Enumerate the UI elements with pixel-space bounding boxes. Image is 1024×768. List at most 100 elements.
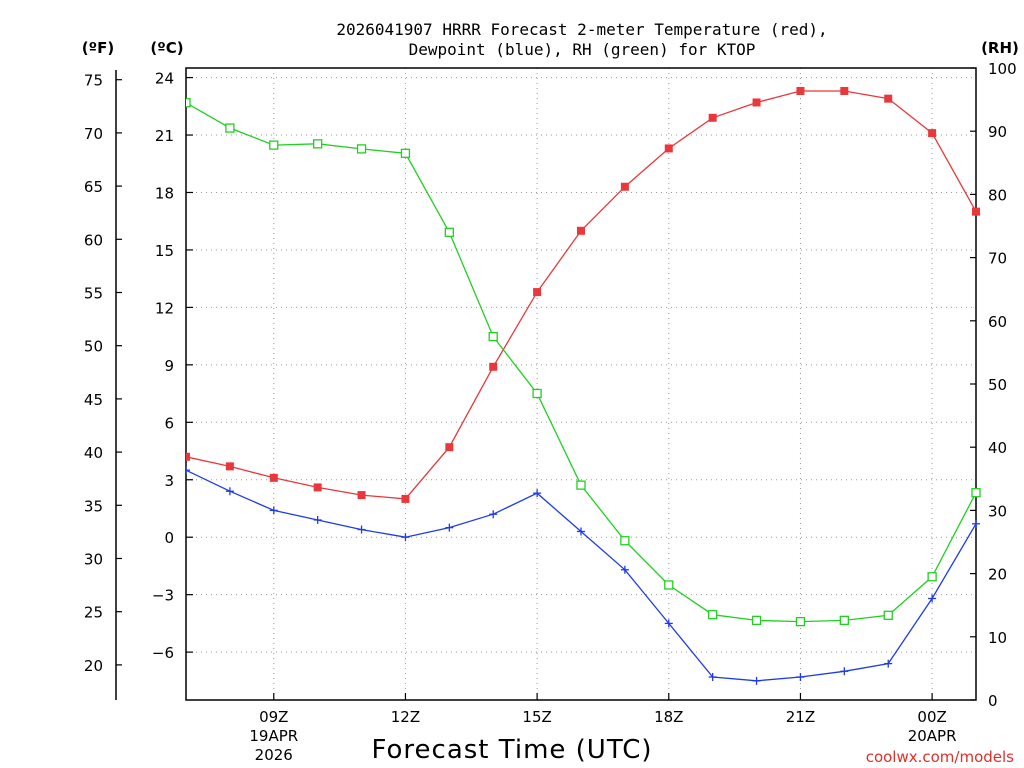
rh-point [620,536,630,546]
date-tick-label: 20APR [908,727,957,745]
fahrenheit-tick-label: 70 [84,125,103,143]
gridlines [186,68,976,700]
rh-point [883,610,893,620]
rh-point [927,572,937,582]
dewpoint-point [401,533,410,542]
rh-point [708,610,718,620]
data-series [186,86,981,685]
dewpoint-point [186,466,190,475]
fahrenheit-tick-label: 50 [84,338,103,356]
temperature-line [186,90,977,500]
rh-tick-label: 70 [988,250,1007,268]
fahrenheit-tick-label: 60 [84,231,103,249]
celsius-tick-label: 12 [155,299,174,317]
celsius-tick-label: 15 [155,242,174,260]
temperature-point [928,129,937,138]
temperature-point [445,443,454,452]
temperature-point [489,362,498,371]
fahrenheit-tick-label: 25 [84,604,103,622]
chart-title-line-1: 2026041907 HRRR Forecast 2-meter Tempera… [336,20,827,39]
celsius-tick-label: 24 [155,70,174,88]
rh-point [532,388,542,399]
celsius-tick-label: 6 [164,414,174,432]
rh-point [971,488,981,498]
rh-tick-label: 20 [988,566,1007,584]
temperature-point [620,182,629,191]
plot-frame [185,67,977,701]
fahrenheit-tick-label: 65 [84,178,103,196]
celsius-tick-label: 18 [155,184,174,202]
fahrenheit-tick-label: 45 [84,391,103,409]
fahrenheit-tick-label: 40 [84,444,103,462]
series-dewpoint [186,466,980,685]
temperature-point [186,452,190,461]
dewpoint-point [577,527,585,536]
temperature-point [313,483,322,492]
dewpoint-point [884,659,893,668]
fahrenheit-tick-label: 30 [84,550,103,568]
fahrenheit-tick-label: 55 [84,284,103,302]
credit-link[interactable]: coolwx.com/models [866,748,1014,766]
rh-tick-label: 50 [988,376,1007,394]
rh-point [488,331,498,342]
fahrenheit-tick-label: 35 [84,497,103,515]
date-tick-label: 19APR [249,727,298,745]
series-rh [186,98,981,627]
temperature-point [401,494,410,503]
temperature-point [664,144,673,153]
rh-tick-label: 30 [988,502,1007,520]
temperature-point [972,207,980,216]
time-tick-label: 21Z [786,708,815,726]
temperature-point [796,86,805,95]
celsius-tick-label: 3 [164,472,174,490]
temperature-point [533,288,542,297]
time-tick-label: 18Z [654,708,683,726]
rh-tick-label: 0 [988,692,998,710]
dewpoint-point [489,510,498,519]
temperature-point [752,98,761,107]
dewpoint-point [752,676,761,685]
temperature-point [357,491,366,500]
rh-tick-label: 90 [988,123,1007,141]
dewpoint-point [620,565,629,574]
time-tick-label: 09Z [259,708,288,726]
temperature-point [577,226,585,235]
dewpoint-point [313,515,322,524]
temperature-point [708,113,717,122]
time-tick-label: 12Z [391,708,420,726]
rh-point [751,615,762,626]
year-tick-label: 2026 [255,746,293,764]
axis-ticks: 24211815129630−3−67570656055504540353025… [84,60,1017,764]
dewpoint-point [664,619,673,628]
rh-point [186,98,191,108]
dewpoint-point [840,667,849,676]
dewpoint-point [796,673,805,682]
dewpoint-point [269,506,278,515]
rh-point [313,139,323,149]
temperature-point [269,473,278,482]
dewpoint-line [186,469,977,682]
rh-point [356,144,367,154]
x-axis-label: Forecast Time (UTC) [371,735,652,765]
rh-tick-label: 80 [988,186,1007,204]
rh-tick-label: 100 [988,60,1017,78]
rh-unit-label: (RH) [981,39,1019,57]
rh-point [400,148,411,158]
rh-tick-label: 60 [988,313,1007,331]
dewpoint-point [357,525,366,534]
rh-point [664,580,674,590]
time-tick-label: 00Z [917,708,946,726]
rh-line [186,102,977,623]
celsius-tick-label: −6 [152,644,174,662]
celsius-tick-label: 9 [164,357,174,375]
rh-point [839,615,849,626]
rh-point [269,140,279,150]
rh-tick-label: 40 [988,439,1007,457]
series-temperature [186,86,980,503]
dewpoint-point [445,523,454,532]
dewpoint-point [533,489,542,498]
fahrenheit-tick-label: 75 [84,72,103,90]
celsius-tick-label: −3 [152,587,174,605]
rh-tick-label: 10 [988,629,1007,647]
